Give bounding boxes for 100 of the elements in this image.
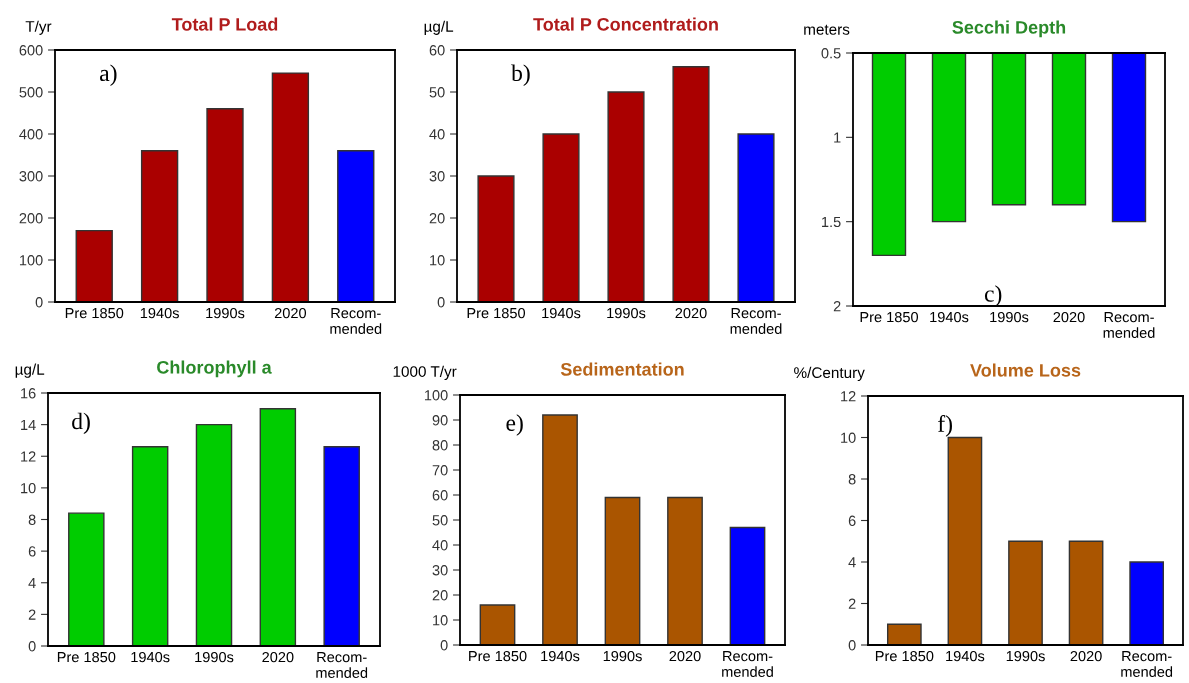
chart-title: Sedimentation <box>560 362 684 376</box>
x-tick-label: 1940s <box>541 650 580 662</box>
bar <box>667 496 703 645</box>
chart-title: Total P Concentration <box>533 17 718 31</box>
y-axis-title: %/Century <box>794 366 865 382</box>
bar <box>195 423 233 646</box>
y-tick-label: 40 <box>432 540 448 551</box>
y-tick-label: 16 <box>21 388 36 399</box>
chart-title: Chlorophyll a <box>157 360 272 378</box>
y-axis-title: 1000 T/yr <box>393 365 457 380</box>
bar <box>271 72 310 302</box>
bar <box>323 446 360 646</box>
y-tick-label: 100 <box>424 390 448 401</box>
y-tick-label: 12 <box>841 391 856 402</box>
bar <box>1068 540 1104 645</box>
x-tick-label: Pre 1850 <box>467 307 526 319</box>
y-tick-label: 2 <box>28 609 36 620</box>
x-tick-label: 1940s <box>140 307 179 319</box>
y-tick-label: 0 <box>848 640 856 651</box>
y-tick-label: 60 <box>429 45 445 56</box>
x-tick-label: Pre 1850 <box>860 311 919 323</box>
y-tick-label: 10 <box>433 615 448 626</box>
annotation: a) <box>100 64 117 86</box>
annotation: b) <box>511 64 530 86</box>
x-tick-label: 1990s <box>1006 650 1045 662</box>
y-tick-label: 4 <box>28 578 36 589</box>
annotation: d) <box>72 412 90 435</box>
x-tick-label: Recom- mended <box>730 308 782 334</box>
y-tick-label: 6 <box>28 546 36 557</box>
y-tick-label: 400 <box>19 129 43 140</box>
y-tick-label: 1.5 <box>822 216 841 228</box>
y-axis-title: µg/L <box>15 363 45 378</box>
y-tick-label: 60 <box>432 490 448 501</box>
x-tick-label: 1990s <box>603 650 642 662</box>
y-axis-title: meters <box>804 24 850 35</box>
bar <box>75 229 113 302</box>
bar <box>542 133 580 302</box>
x-tick-label: Pre 1850 <box>469 650 527 662</box>
bar <box>737 133 775 302</box>
x-tick-label: Pre 1850 <box>57 651 116 663</box>
y-tick-label: 12 <box>21 451 36 462</box>
x-tick-label: 1940s <box>542 307 581 319</box>
bar <box>1129 561 1165 645</box>
chart-title: Secchi Depth <box>952 20 1066 38</box>
y-tick-label: 600 <box>19 45 43 56</box>
bar <box>140 150 179 302</box>
y-tick-label: 2 <box>848 598 856 609</box>
y-tick-label: 30 <box>429 171 445 182</box>
y-tick-label: 500 <box>19 87 43 98</box>
y-tick-label: 10 <box>430 255 445 266</box>
y-tick-label: 1 <box>834 132 841 143</box>
y-axis-title: T/yr <box>25 20 52 35</box>
bar <box>1008 540 1043 645</box>
y-axis-title: µg/L <box>424 20 454 35</box>
x-tick-label: 1990s <box>607 307 646 319</box>
bar <box>479 604 516 645</box>
y-tick-label: 200 <box>19 213 43 224</box>
y-tick-label: 4 <box>848 557 856 568</box>
x-tick-label: 2020 <box>675 307 707 319</box>
y-tick-label: 70 <box>432 465 448 476</box>
x-tick-label: 2020 <box>669 650 701 662</box>
y-tick-label: 0 <box>437 297 445 308</box>
chart-title: Volume Loss <box>970 363 1081 377</box>
x-tick-label: 1940s <box>131 651 170 663</box>
x-tick-label: 2020 <box>274 307 307 319</box>
x-tick-label: Recom- mended <box>1121 651 1173 677</box>
y-tick-label: 0 <box>35 297 43 308</box>
x-tick-label: 2020 <box>262 651 294 663</box>
bar <box>886 623 922 645</box>
y-tick-label: 8 <box>28 514 36 525</box>
x-tick-label: Recom- mended <box>722 651 773 677</box>
bar <box>259 408 297 646</box>
y-tick-label: 40 <box>429 129 445 140</box>
y-tick-label: 90 <box>432 415 448 426</box>
x-tick-label: 1940s <box>946 650 985 662</box>
y-tick-label: 0 <box>28 641 36 652</box>
x-tick-label: 2020 <box>1070 650 1102 662</box>
bar <box>477 175 515 302</box>
y-tick-label: 8 <box>848 474 856 485</box>
y-tick-label: 300 <box>19 171 43 182</box>
y-tick-label: 50 <box>429 87 445 98</box>
chart-title: Total P Load <box>171 17 278 31</box>
bar <box>947 436 983 645</box>
bar <box>729 526 766 645</box>
annotation: c) <box>984 285 1002 307</box>
x-tick-label: 1940s <box>930 311 969 323</box>
x-tick-label: 1990s <box>195 651 234 663</box>
y-tick-label: 50 <box>432 515 448 526</box>
bar <box>206 108 244 302</box>
y-tick-label: 0.5 <box>821 48 841 59</box>
bar <box>131 446 169 646</box>
bar <box>68 512 105 646</box>
y-tick-label: 30 <box>432 565 448 576</box>
x-tick-label: 1990s <box>990 311 1029 323</box>
y-tick-label: 20 <box>429 213 445 224</box>
y-tick-label: 100 <box>19 255 43 266</box>
y-tick-label: 2 <box>833 301 841 312</box>
x-tick-label: Pre 1850 <box>65 307 124 319</box>
x-tick-label: Recom- mended <box>316 652 368 678</box>
y-tick-label: 20 <box>432 590 448 601</box>
